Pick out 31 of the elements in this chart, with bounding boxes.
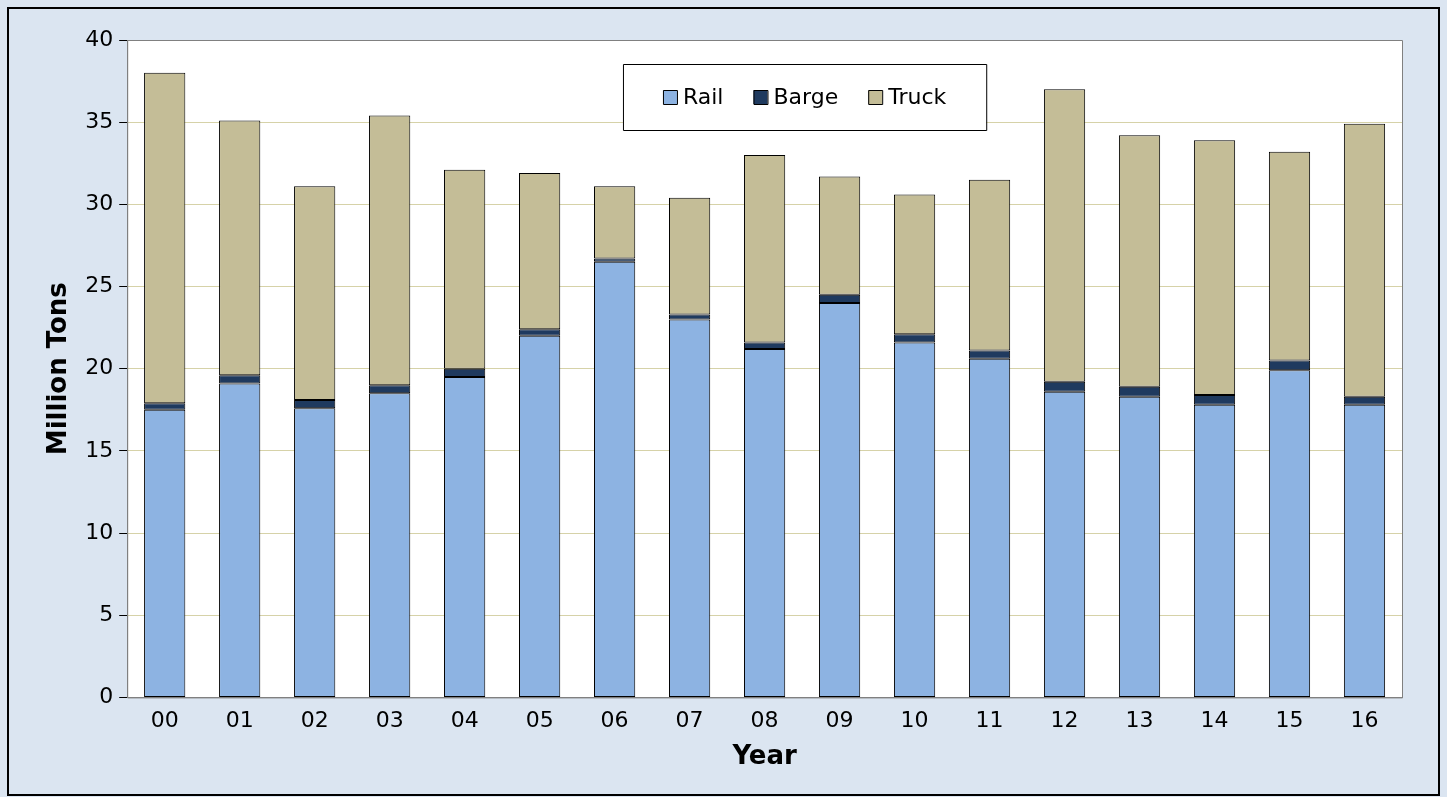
- x-tick-label: 09: [825, 707, 854, 733]
- y-tick-label: 0: [99, 683, 114, 709]
- y-tick-label: 5: [99, 600, 114, 626]
- x-tick-label: 11: [975, 707, 1004, 733]
- x-tick-label: 06: [600, 707, 629, 733]
- x-tick-label: 02: [300, 707, 329, 733]
- y-tick-label: 20: [85, 354, 114, 380]
- x-tick-label: 05: [525, 707, 554, 733]
- x-tick-label: 16: [1350, 707, 1379, 733]
- x-tick-label: 10: [900, 707, 929, 733]
- legend-label: Barge: [773, 83, 839, 109]
- y-tick-label: 15: [85, 436, 114, 462]
- y-tick-label: 40: [85, 25, 114, 51]
- x-tick-label: 03: [375, 707, 404, 733]
- x-tick-label: 04: [450, 707, 479, 733]
- x-tick-label: 13: [1125, 707, 1154, 733]
- x-tick-label: 00: [150, 707, 179, 733]
- x-tick-label: 08: [750, 707, 779, 733]
- x-tick-label: 12: [1050, 707, 1079, 733]
- x-tick-label: 01: [225, 707, 254, 733]
- x-tick-label: 15: [1275, 707, 1304, 733]
- x-tick-label: 07: [675, 707, 704, 733]
- x-tick-label: 14: [1200, 707, 1229, 733]
- x-axis-title: Year: [731, 740, 797, 771]
- legend-label: Rail: [682, 83, 724, 109]
- y-tick-label: 35: [85, 107, 114, 133]
- y-tick-label: 25: [85, 272, 114, 298]
- y-tick-label: 10: [85, 518, 114, 544]
- legend-label: Truck: [887, 83, 947, 109]
- y-tick-label: 30: [85, 190, 114, 216]
- y-axis-title: Million Tons: [42, 282, 73, 456]
